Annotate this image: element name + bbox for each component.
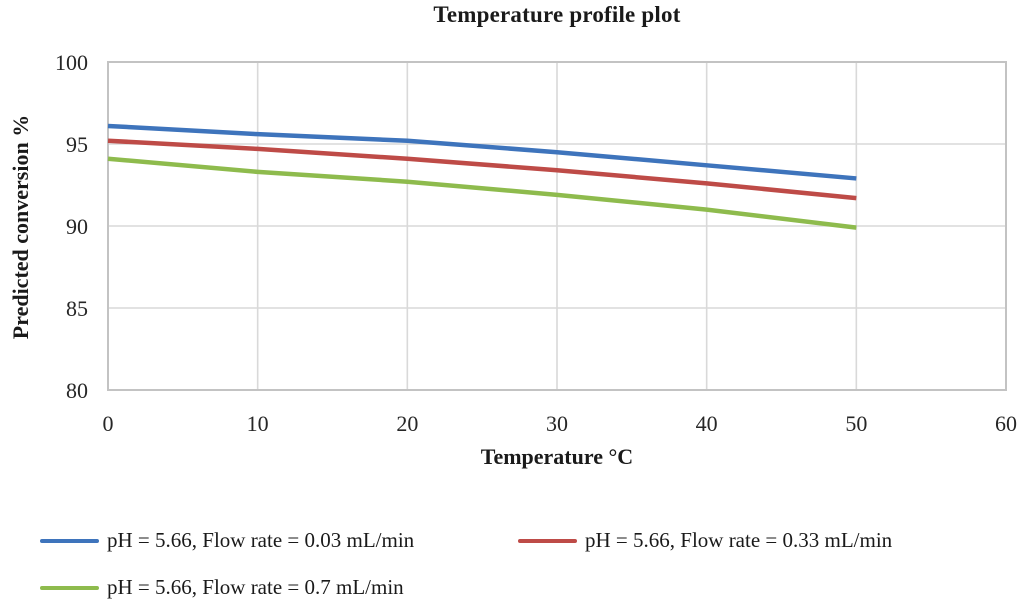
x-tick-label: 30 xyxy=(546,411,568,436)
legend-item-flow-0.33: pH = 5.66, Flow rate = 0.33 mL/min xyxy=(518,527,892,554)
chart-title: Temperature profile plot xyxy=(433,2,681,27)
y-tick-label: 90 xyxy=(66,214,88,239)
y-tick-label: 85 xyxy=(66,296,88,321)
legend-line-swatch-green xyxy=(40,585,99,590)
y-tick-label: 80 xyxy=(66,378,88,403)
x-tick-label: 60 xyxy=(995,411,1017,436)
plot-border xyxy=(107,61,1007,391)
x-tick-label: 20 xyxy=(396,411,418,436)
legend-label: pH = 5.66, Flow rate = 0.03 mL/min xyxy=(107,528,415,552)
legend-label: pH = 5.66, Flow rate = 0.33 mL/min xyxy=(585,528,893,552)
legend-item-flow-0.03: pH = 5.66, Flow rate = 0.03 mL/min xyxy=(40,527,518,554)
legend-item-flow-0.7: pH = 5.66, Flow rate = 0.7 mL/min xyxy=(40,574,404,601)
x-tick-label: 10 xyxy=(247,411,269,436)
x-tick-label: 0 xyxy=(103,411,114,436)
legend-label: pH = 5.66, Flow rate = 0.7 mL/min xyxy=(107,575,404,599)
x-axis-title: Temperature °C xyxy=(480,444,634,469)
legend-line-swatch-red xyxy=(518,538,577,543)
x-tick-label: 40 xyxy=(696,411,718,436)
series-line-0 xyxy=(107,123,857,181)
series-line-1 xyxy=(107,138,857,201)
plot-area: 80 85 90 95 100 0 10 20 30 40 50 60 xyxy=(55,50,1017,436)
legend: pH = 5.66, Flow rate = 0.03 mL/min pH = … xyxy=(40,527,1008,601)
y-tick-label: 100 xyxy=(55,50,88,75)
series-line-2 xyxy=(107,156,857,230)
y-tick-label: 95 xyxy=(66,132,88,157)
x-tick-label: 50 xyxy=(845,411,867,436)
legend-line-swatch-blue xyxy=(40,538,99,543)
